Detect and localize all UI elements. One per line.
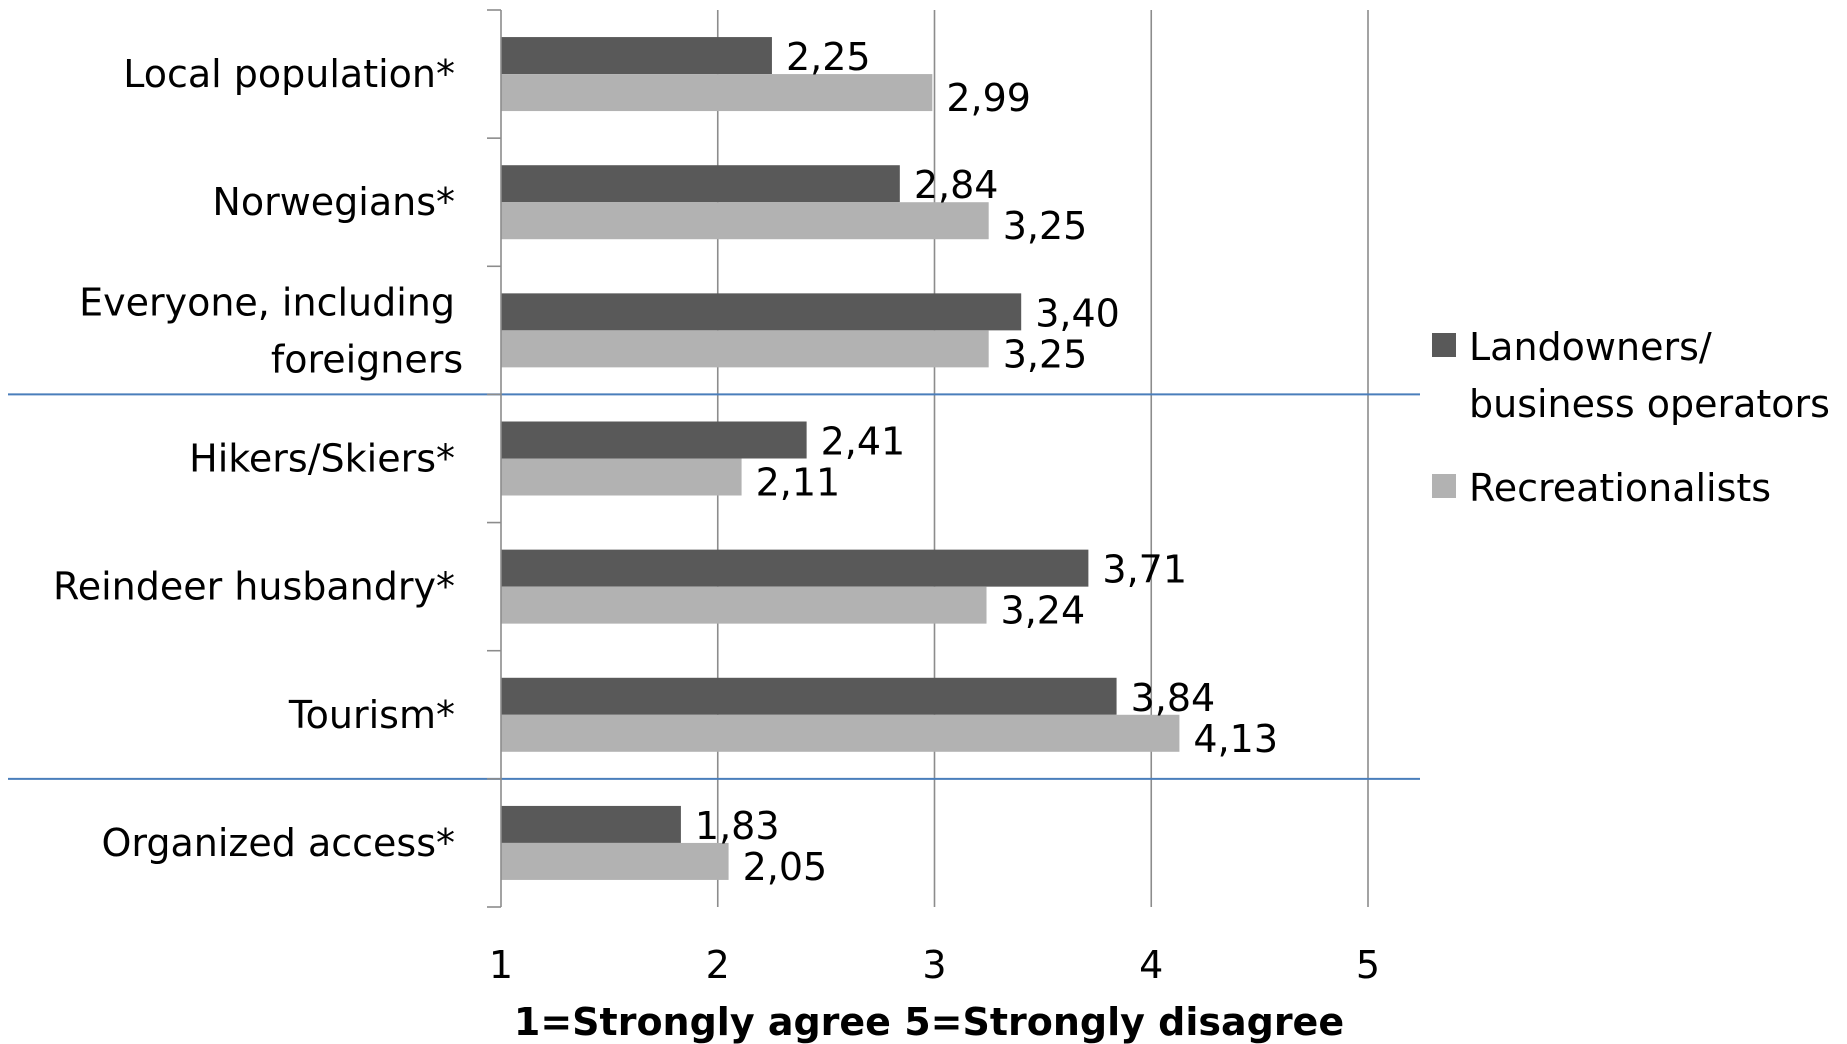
category-label: Reindeer husbandry* <box>53 565 455 609</box>
bar-landowners <box>501 677 1117 715</box>
category-label: Hikers/Skiers* <box>189 437 455 481</box>
x-tick-label: 5 <box>1356 943 1380 987</box>
bar-recreationalists <box>501 74 933 112</box>
bar-recreationalists <box>501 458 742 496</box>
bar-landowners <box>501 549 1089 587</box>
bar-landowners <box>501 165 900 203</box>
bar-recreationalists <box>501 202 989 240</box>
bar-landowners <box>501 421 807 459</box>
data-label: 3,84 <box>1131 676 1216 720</box>
bar-recreationalists <box>501 330 989 368</box>
group-separators <box>8 393 1420 780</box>
legend-swatch <box>1432 474 1456 498</box>
legend: Landowners/business operators Recreationa… <box>1432 325 1830 510</box>
x-axis-title: 1=Strongly agree 5=Strongly disagree <box>514 1000 1344 1044</box>
category-label: Local population* <box>123 52 455 96</box>
gridlines <box>716 10 1369 907</box>
bar-landowners <box>501 37 772 75</box>
category-label: Organized access* <box>102 821 456 865</box>
data-label: 3,71 <box>1102 548 1187 592</box>
data-label: 2,25 <box>786 35 871 79</box>
data-label: 1,83 <box>695 804 780 848</box>
legend-label: Landowners/business operators <box>1469 325 1830 426</box>
data-label: 2,99 <box>946 76 1031 120</box>
data-label: 3,40 <box>1035 291 1120 335</box>
data-label: 3,24 <box>1001 589 1086 633</box>
category-label: Everyone, including foreigners <box>79 280 463 381</box>
bars <box>501 37 1180 880</box>
x-tick-label: 3 <box>922 943 946 987</box>
bar-landowners <box>501 293 1022 331</box>
x-tick-label: 1 <box>489 943 513 987</box>
data-label: 2,41 <box>821 420 906 464</box>
bar-recreationalists <box>501 714 1180 752</box>
bar-recreationalists <box>501 842 729 880</box>
data-label: 2,11 <box>756 461 841 505</box>
labels: 1 2 3 4 5 Local population* Norwegians* Everyon… <box>53 35 1380 987</box>
category-label: Tourism* <box>288 693 455 737</box>
data-label: 2,05 <box>743 845 828 889</box>
data-label: 3,25 <box>1003 204 1088 248</box>
data-label: 4,13 <box>1193 717 1278 761</box>
data-label: 2,84 <box>914 163 999 207</box>
legend-swatch <box>1432 333 1456 357</box>
x-tick-label: 2 <box>706 943 730 987</box>
legend-label: Recreationalists <box>1469 466 1771 510</box>
category-label: Norwegians* <box>212 180 455 224</box>
x-tick-label: 4 <box>1139 943 1163 987</box>
axes <box>487 9 502 908</box>
data-label: 3,25 <box>1003 332 1088 376</box>
bar-recreationalists <box>501 586 987 624</box>
bar-landowners <box>501 805 681 843</box>
